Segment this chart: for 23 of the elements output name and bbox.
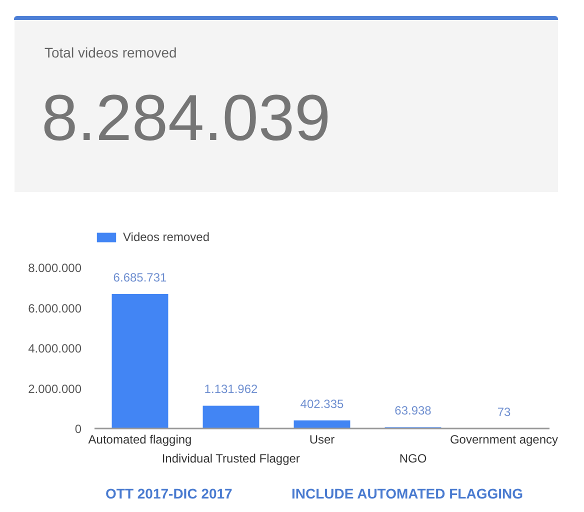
text: INCLUDE AUTOMATED FLAGGING xyxy=(292,486,524,502)
legend-label: Videos removed xyxy=(123,230,210,244)
data-label: 6.685.731 xyxy=(113,270,168,284)
x-tick-label: Government agency xyxy=(450,432,558,446)
x-tick-label: Individual Trusted Flagger xyxy=(162,452,300,466)
text: OTT 2017-DIC 2017 xyxy=(106,486,233,502)
x-tick-label: NGO xyxy=(399,452,427,466)
data-label: 63.938 xyxy=(394,404,432,418)
y-tick-label: 2.000.000 xyxy=(28,382,82,396)
y-tick-label: 0 xyxy=(74,422,82,436)
bar xyxy=(294,420,350,428)
data-label: 73 xyxy=(497,405,511,419)
bar xyxy=(202,406,260,428)
x-tick-label: User xyxy=(309,432,335,446)
y-tick-label: 8.000.000 xyxy=(28,261,82,275)
text: 8.284.039 xyxy=(42,81,331,154)
bar xyxy=(112,294,168,428)
y-tick-label: 6.000.000 xyxy=(28,301,82,316)
data-label: 1.131.962 xyxy=(204,382,258,396)
x-tick-label: Automated flagging xyxy=(88,432,192,446)
text: Total videos removed xyxy=(44,44,177,60)
y-tick-label: 4.000.000 xyxy=(28,342,82,356)
data-label: 402.335 xyxy=(300,396,344,411)
